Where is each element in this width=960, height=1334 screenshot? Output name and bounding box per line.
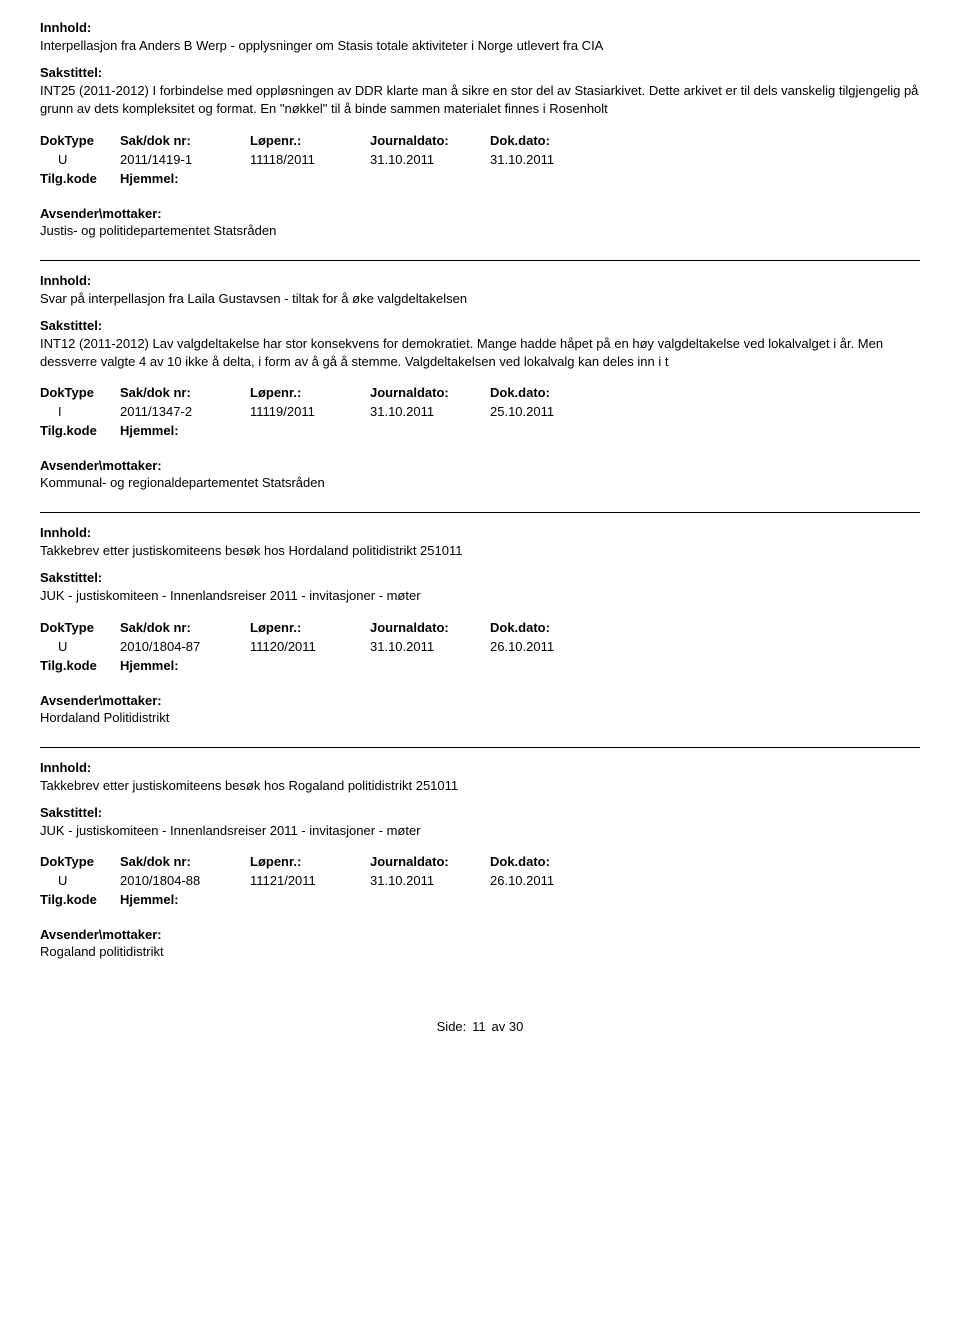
- doktype-value: U: [40, 639, 120, 654]
- tilg-row: Tilg.kode Hjemmel:: [40, 171, 920, 186]
- doktype-header: DokType: [40, 620, 120, 635]
- table-row: U 2010/1804-88 11121/2011 31.10.2011 26.…: [40, 873, 920, 888]
- journaldato-value: 31.10.2011: [370, 404, 490, 419]
- journaldato-header: Journaldato:: [370, 385, 490, 400]
- doktype-header: DokType: [40, 385, 120, 400]
- lopenr-header: Løpenr.:: [250, 620, 370, 635]
- hjemmel-label: Hjemmel:: [120, 892, 179, 907]
- lopenr-value: 11118/2011: [250, 152, 370, 167]
- avsender-label: Avsender\mottaker:: [40, 206, 920, 221]
- innhold-text: Svar på interpellasjon fra Laila Gustavs…: [40, 290, 920, 308]
- tilgkode-label: Tilg.kode: [40, 892, 120, 907]
- avsender-text: Rogaland politidistrikt: [40, 944, 920, 959]
- sakstittel-text: JUK - justiskomiteen - Innenlandsreiser …: [40, 822, 920, 840]
- sakstittel-label: Sakstittel:: [40, 318, 920, 333]
- avsender-text: Justis- og politidepartementet Statsråde…: [40, 223, 920, 238]
- journaldato-header: Journaldato:: [370, 854, 490, 869]
- innhold-text: Takkebrev etter justiskomiteens besøk ho…: [40, 542, 920, 560]
- sakdok-header: Sak/dok nr:: [120, 385, 250, 400]
- innhold-text: Takkebrev etter justiskomiteens besøk ho…: [40, 777, 920, 795]
- table-header: DokType Sak/dok nr: Løpenr.: Journaldato…: [40, 620, 920, 635]
- avsender-text: Kommunal- og regionaldepartementet Stats…: [40, 475, 920, 490]
- doktype-value: U: [40, 873, 120, 888]
- sakdok-header: Sak/dok nr:: [120, 133, 250, 148]
- innhold-label: Innhold:: [40, 525, 920, 540]
- sakstittel-label: Sakstittel:: [40, 570, 920, 585]
- journaldato-value: 31.10.2011: [370, 639, 490, 654]
- table-header: DokType Sak/dok nr: Løpenr.: Journaldato…: [40, 133, 920, 148]
- hjemmel-label: Hjemmel:: [120, 171, 179, 186]
- page-current: 11: [470, 1019, 488, 1034]
- journal-record: Innhold: Interpellasjon fra Anders B Wer…: [40, 20, 920, 238]
- lopenr-value: 11120/2011: [250, 639, 370, 654]
- dokdato-value: 31.10.2011: [490, 152, 610, 167]
- hjemmel-label: Hjemmel:: [120, 423, 179, 438]
- tilg-row: Tilg.kode Hjemmel:: [40, 423, 920, 438]
- avsender-label: Avsender\mottaker:: [40, 458, 920, 473]
- innhold-text: Interpellasjon fra Anders B Werp - opply…: [40, 37, 920, 55]
- dokdato-header: Dok.dato:: [490, 854, 610, 869]
- dokdato-header: Dok.dato:: [490, 385, 610, 400]
- doktype-value: I: [40, 404, 120, 419]
- innhold-label: Innhold:: [40, 273, 920, 288]
- table-row: I 2011/1347-2 11119/2011 31.10.2011 25.1…: [40, 404, 920, 419]
- page-total: 30: [509, 1019, 523, 1034]
- sakdok-header: Sak/dok nr:: [120, 620, 250, 635]
- doktype-value: U: [40, 152, 120, 167]
- lopenr-value: 11119/2011: [250, 404, 370, 419]
- sakstittel-label: Sakstittel:: [40, 65, 920, 80]
- sakstittel-text: INT25 (2011-2012) I forbindelse med oppl…: [40, 82, 920, 118]
- sakdok-value: 2011/1419-1: [120, 152, 250, 167]
- dokdato-value: 26.10.2011: [490, 873, 610, 888]
- journaldato-value: 31.10.2011: [370, 152, 490, 167]
- doktype-header: DokType: [40, 854, 120, 869]
- sakdok-value: 2010/1804-88: [120, 873, 250, 888]
- dokdato-value: 26.10.2011: [490, 639, 610, 654]
- journaldato-header: Journaldato:: [370, 133, 490, 148]
- hjemmel-label: Hjemmel:: [120, 658, 179, 673]
- tilgkode-label: Tilg.kode: [40, 171, 120, 186]
- lopenr-value: 11121/2011: [250, 873, 370, 888]
- journaldato-header: Journaldato:: [370, 620, 490, 635]
- lopenr-header: Løpenr.:: [250, 385, 370, 400]
- page-footer: Side: 11 av 30: [40, 1019, 920, 1034]
- avsender-label: Avsender\mottaker:: [40, 693, 920, 708]
- table-header: DokType Sak/dok nr: Løpenr.: Journaldato…: [40, 385, 920, 400]
- sakdok-header: Sak/dok nr:: [120, 854, 250, 869]
- doktype-header: DokType: [40, 133, 120, 148]
- journal-record: Innhold: Svar på interpellasjon fra Lail…: [40, 260, 920, 491]
- avsender-label: Avsender\mottaker:: [40, 927, 920, 942]
- dokdato-header: Dok.dato:: [490, 620, 610, 635]
- tilg-row: Tilg.kode Hjemmel:: [40, 892, 920, 907]
- tilgkode-label: Tilg.kode: [40, 658, 120, 673]
- journal-record: Innhold: Takkebrev etter justiskomiteens…: [40, 747, 920, 959]
- innhold-label: Innhold:: [40, 20, 920, 35]
- dokdato-value: 25.10.2011: [490, 404, 610, 419]
- sakstittel-text: INT12 (2011-2012) Lav valgdeltakelse har…: [40, 335, 920, 371]
- tilgkode-label: Tilg.kode: [40, 423, 120, 438]
- lopenr-header: Løpenr.:: [250, 854, 370, 869]
- tilg-row: Tilg.kode Hjemmel:: [40, 658, 920, 673]
- sakdok-value: 2011/1347-2: [120, 404, 250, 419]
- sakdok-value: 2010/1804-87: [120, 639, 250, 654]
- av-label: av: [492, 1019, 506, 1034]
- avsender-text: Hordaland Politidistrikt: [40, 710, 920, 725]
- dokdato-header: Dok.dato:: [490, 133, 610, 148]
- journal-record: Innhold: Takkebrev etter justiskomiteens…: [40, 512, 920, 724]
- table-row: U 2010/1804-87 11120/2011 31.10.2011 26.…: [40, 639, 920, 654]
- side-label: Side:: [437, 1019, 467, 1034]
- innhold-label: Innhold:: [40, 760, 920, 775]
- lopenr-header: Løpenr.:: [250, 133, 370, 148]
- sakstittel-label: Sakstittel:: [40, 805, 920, 820]
- journaldato-value: 31.10.2011: [370, 873, 490, 888]
- sakstittel-text: JUK - justiskomiteen - Innenlandsreiser …: [40, 587, 920, 605]
- table-row: U 2011/1419-1 11118/2011 31.10.2011 31.1…: [40, 152, 920, 167]
- table-header: DokType Sak/dok nr: Løpenr.: Journaldato…: [40, 854, 920, 869]
